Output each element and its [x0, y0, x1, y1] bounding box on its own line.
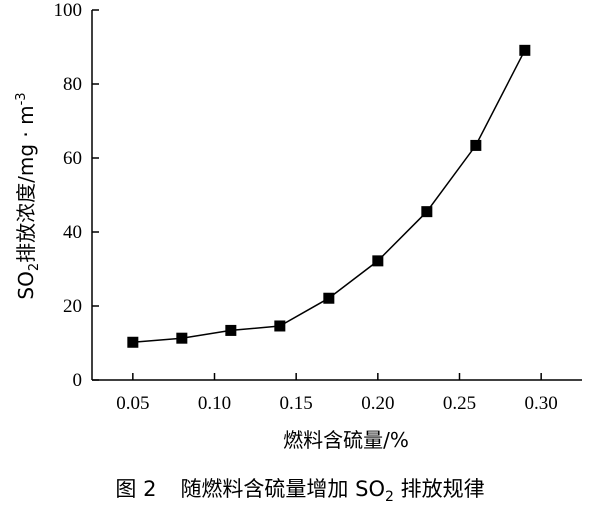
x-tick-label: 0.20	[361, 393, 394, 414]
y-tick-label: 80	[63, 74, 82, 95]
y-axis-title-prefix: SO	[14, 271, 38, 299]
x-tick-label: 0.30	[525, 393, 558, 414]
y-tick-label: 0	[73, 370, 83, 391]
figure-number: 图 2	[115, 477, 156, 501]
y-axis-title-superscript: -3	[14, 92, 29, 105]
data-point-marker	[176, 332, 188, 344]
data-point-marker	[274, 320, 286, 332]
data-point-marker	[421, 206, 433, 218]
data-point-marker	[127, 336, 139, 348]
x-tick-label: 0.05	[116, 393, 149, 414]
x-tick-label: 0.15	[280, 393, 313, 414]
caption-text-after: 排放规律	[394, 477, 485, 501]
data-point-marker	[372, 255, 384, 267]
caption-text-before: 随燃料含硫量增加 SO	[180, 477, 385, 501]
y-tick-label: 40	[63, 222, 82, 243]
figure-caption: 图 2 随燃料含硫量增加 SO2 排放规律	[115, 477, 484, 505]
x-tick-label: 0.25	[443, 393, 476, 414]
y-tick-label: 20	[63, 296, 82, 317]
ticks: 0 20 40 60 80 100 0.05 0.10 0.15 0.20 0.25 0.30	[54, 0, 558, 414]
x-axis-title: 燃料含硫量/%	[283, 428, 409, 452]
data-point-marker	[323, 292, 335, 304]
axes	[91, 10, 582, 381]
y-axis-title-subscript: 2	[27, 263, 42, 271]
data-point-marker	[519, 44, 531, 56]
caption-subscript: 2	[385, 489, 394, 505]
data-point-marker	[225, 324, 237, 336]
series	[127, 44, 531, 348]
y-tick-label: 100	[54, 0, 83, 21]
x-tick-label: 0.10	[198, 393, 231, 414]
y-axis-title: SO2排放浓度/mg · m-3	[14, 92, 42, 299]
y-tick-label: 60	[63, 148, 82, 169]
y-axis-title-main: 排放浓度/mg · m	[14, 105, 38, 262]
data-point-marker	[470, 139, 482, 151]
